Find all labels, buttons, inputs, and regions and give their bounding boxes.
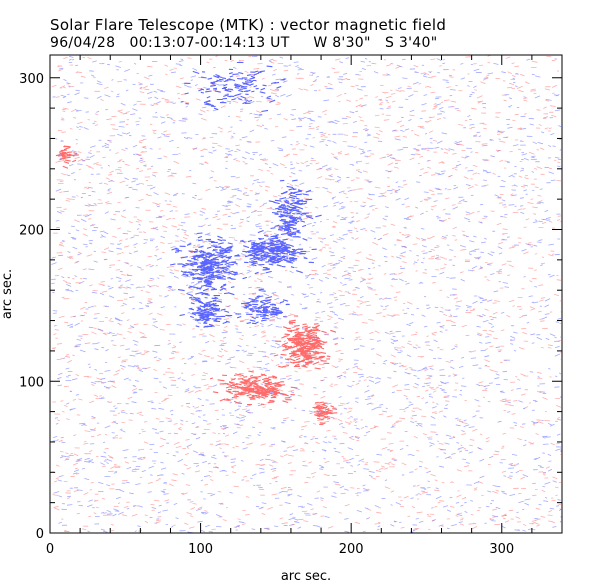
x-tick-label: 0: [46, 542, 54, 557]
noise-negative: [51, 55, 562, 534]
y-axis-label: arc sec.: [0, 269, 15, 319]
x-tick-label: 100: [188, 542, 213, 557]
positive-region-3: [55, 145, 79, 169]
tick-labels: 0 100 200 300 0 100 200 300: [19, 72, 514, 557]
negative-region-1: [179, 287, 242, 328]
background-noise: [51, 54, 562, 534]
y-tick-label: 0: [36, 527, 44, 542]
chart-subtitle: 96/04/28 00:13:07-00:14:13 UT W 8'30" S …: [50, 35, 438, 51]
negative-region-3: [268, 179, 322, 262]
positive-region-0: [273, 315, 338, 370]
plot-frame: [49, 54, 563, 534]
y-tick-label: 300: [19, 72, 44, 87]
positive-region-2: [312, 401, 338, 425]
negative-region-4: [236, 288, 290, 325]
noise-positive: [51, 54, 562, 533]
x-axis-label: arc sec.: [281, 569, 331, 584]
negative-region-2: [240, 227, 317, 274]
negative-region-5: [180, 61, 286, 116]
chart-title: Solar Flare Telescope (MTK) : vector mag…: [50, 16, 447, 34]
x-tick-label: 200: [339, 542, 364, 557]
y-tick-label: 100: [19, 375, 44, 390]
positive-region-1: [209, 370, 298, 406]
negative-region-0: [168, 232, 259, 296]
x-tick-label: 300: [489, 542, 514, 557]
polarity-regions: [55, 61, 338, 425]
y-tick-label: 200: [19, 224, 44, 239]
axis-ticks: [49, 55, 563, 534]
